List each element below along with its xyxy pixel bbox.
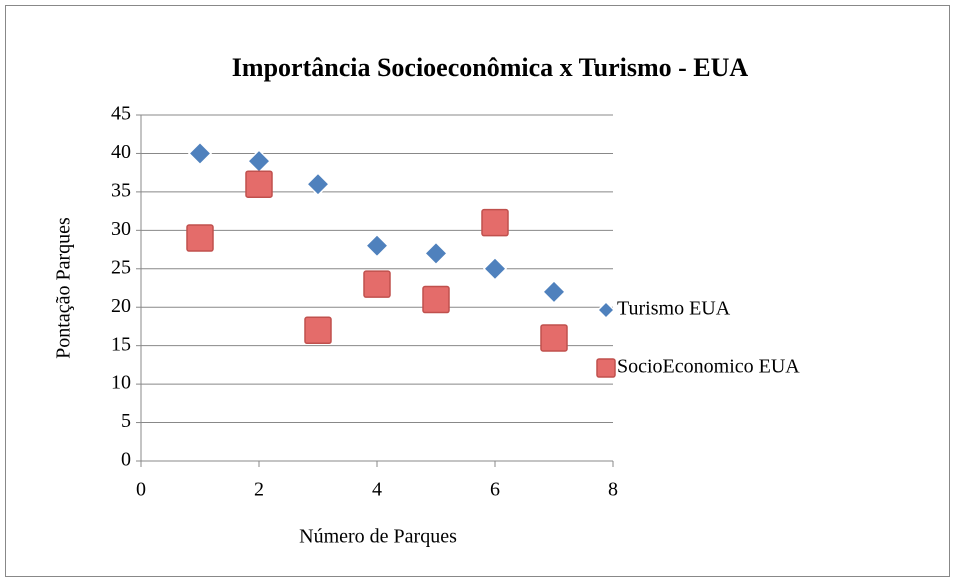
legend-label: SocioEconomico EUA [617, 356, 800, 378]
point [245, 170, 273, 198]
y-tick-label: 30 [111, 218, 131, 240]
legend-marker [596, 358, 616, 378]
point [363, 270, 391, 298]
y-tick-label: 40 [111, 141, 131, 163]
y-axis-label: Pontação Parques [53, 217, 75, 359]
point [481, 208, 509, 237]
x-tick-label: 2 [254, 479, 264, 501]
x-tick-label: 4 [372, 479, 382, 501]
x-axis-label: Número de Parques [299, 526, 457, 548]
point [482, 256, 508, 281]
y-tick-label: 5 [121, 410, 131, 432]
x-tick-label: 6 [490, 479, 500, 501]
y-tick-label: 35 [111, 179, 131, 201]
point [186, 224, 214, 252]
x-tick-label: 8 [608, 479, 618, 501]
chart-frame [5, 5, 950, 577]
point [304, 316, 332, 345]
y-tick-label: 15 [111, 333, 131, 355]
point [364, 233, 390, 258]
legend-marker [596, 300, 616, 320]
point [305, 172, 331, 197]
x-tick-label: 0 [136, 479, 146, 501]
point [541, 279, 567, 304]
y-tick-label: 20 [111, 295, 131, 317]
point [423, 241, 449, 266]
chart-title: Importância Socioeconômica x Turismo - E… [232, 53, 749, 82]
point [540, 324, 568, 352]
y-tick-label: 0 [121, 449, 131, 471]
y-tick-label: 25 [111, 256, 131, 278]
point [422, 285, 450, 314]
y-tick-label: 10 [111, 372, 131, 394]
legend-label: Turismo EUA [617, 298, 731, 320]
point [187, 141, 213, 166]
y-tick-label: 45 [111, 103, 131, 125]
